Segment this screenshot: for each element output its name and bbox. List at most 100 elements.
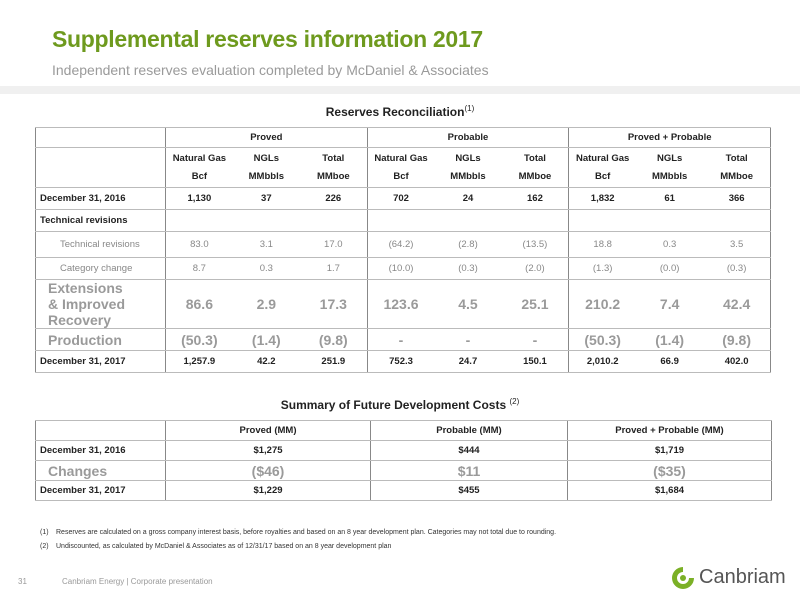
footnote: (1) Reserves are calculated on a gross co… [40,529,556,536]
cell [366,209,435,232]
header-line: NGLs [656,152,683,164]
costs-table: Proved (MM) Probable (MM) Proved + Probabl… [35,420,772,501]
cell: 210.2 [568,279,637,329]
cell [232,209,300,232]
cell: 18.8 [568,231,637,258]
cell [434,209,502,232]
cell: 123.6 [366,279,435,329]
cell: 4.5 [434,279,502,329]
header-line: NGLs [455,152,481,164]
cell: 8.7 [164,257,233,280]
row: December 31, 2016 $1,275 $444 $1,719 [35,440,772,461]
cell: $444 [370,440,568,461]
row: Extensions & Improved Recovery 86.6 2.9 17.… [35,279,771,329]
row-label: Changes [35,460,166,481]
table-title: Summary of Future Development Costs (2) [0,397,800,412]
table-title: Reserves Reconciliation(1) [0,104,800,119]
row: Technical revisions [35,209,771,232]
header-line: MMbbls [450,170,486,182]
cell: 1,130 [164,187,233,210]
cell [568,209,637,232]
header-line: Natural Gas [374,152,428,164]
cell: 2.9 [232,279,300,329]
column-header: Natural Gas Bcf [568,147,637,188]
row-label: Category change [35,257,166,280]
cell: 3.5 [703,231,771,258]
cell: 1,832 [568,187,637,210]
cell: 251.9 [299,350,368,373]
row: Production (50.3) (1.4) (9.8) - - - (50.3) (1.4)… [35,328,771,351]
cell: 61 [636,187,704,210]
cell: 7.4 [636,279,704,329]
cell: 1.7 [299,257,368,280]
divider [0,86,800,94]
header-line: Total [725,152,748,164]
column-header: NGLs MMbbls [636,147,704,188]
cell: 150.1 [501,350,569,373]
cell [164,209,233,232]
cell: 0.3 [232,257,300,280]
cell: (1.4) [636,328,704,351]
group-header: Probable [366,127,569,148]
cell: 2,010.2 [568,350,637,373]
column-header: Natural Gas Bcf [164,147,233,188]
cell: (10.0) [366,257,435,280]
cell: ($35) [567,460,772,481]
column-header: Natural Gas Bcf [366,147,435,188]
subtitle: Independent reserves evaluation complete… [52,62,489,78]
cell: (0.3) [434,257,502,280]
cell: 17.0 [299,231,368,258]
cell: (9.8) [703,328,771,351]
cell [35,420,166,441]
header-line: MMboe [720,170,753,182]
cell: - [501,328,569,351]
title-text: Reserves Reconciliation [325,105,465,119]
header-line: Total [523,152,546,164]
group-header: Proved + Probable [568,127,771,148]
cell: (0.3) [703,257,771,280]
cell: 66.9 [636,350,704,373]
marker: (2) [40,543,49,550]
cell: 702 [366,187,435,210]
footnote: (2) Undiscounted, as calculated by McDani… [40,543,391,550]
cell: 226 [299,187,368,210]
cell: $11 [370,460,568,481]
group-row: Proved Probable Proved + Probable [35,127,771,148]
cell: $455 [370,480,568,501]
header-line: NGLs [253,152,279,164]
column-row: Natural Gas Bcf NGLs MMbbls Total MMboe Natura… [35,147,771,188]
cell: (2.0) [501,257,569,280]
row: Category change 8.7 0.3 1.7 (10.0) (0.3) (2.0)… [35,257,771,280]
cell [35,127,166,148]
company: Canbriam Energy [62,577,125,586]
cell: $1,719 [567,440,772,461]
footer-text: Canbriam Energy | Corporate presentation [62,577,213,586]
marker: (1) [40,529,49,536]
cell [703,209,771,232]
row-label: December 31, 2017 [35,480,166,501]
cell: ($46) [165,460,371,481]
row: December 31, 2017 $1,229 $455 $1,684 [35,480,772,501]
text: Reserves are calculated on a gross compa… [56,529,557,536]
header-line: Bcf [393,170,409,182]
cell: - [434,328,502,351]
row: December 31, 2016 1,130 37 226 702 24 162 1,832… [35,187,771,210]
header-line: Natural Gas [576,152,630,164]
column-header: NGLs MMbbls [434,147,502,188]
title: Supplemental reserves information 2017 [52,26,483,52]
row: Changes ($46) $11 ($35) [35,460,772,481]
column-header: Probable (MM) [370,420,568,441]
header-line: MMbbls [651,170,688,182]
header-line: Bcf [595,170,611,182]
cell: 366 [703,187,771,210]
page-number: 31 [18,577,27,586]
cell: 37 [232,187,300,210]
row-label: Technical revisions [35,209,166,232]
column-header: Proved + Probable (MM) [567,420,772,441]
cell: $1,229 [165,480,371,501]
header-line: MMboe [518,170,552,182]
title-note: (1) [464,104,475,113]
row-label: Extensions & Improved Recovery [35,279,166,329]
row-label: Technical revisions [35,231,166,258]
row-label: December 31, 2016 [35,440,166,461]
